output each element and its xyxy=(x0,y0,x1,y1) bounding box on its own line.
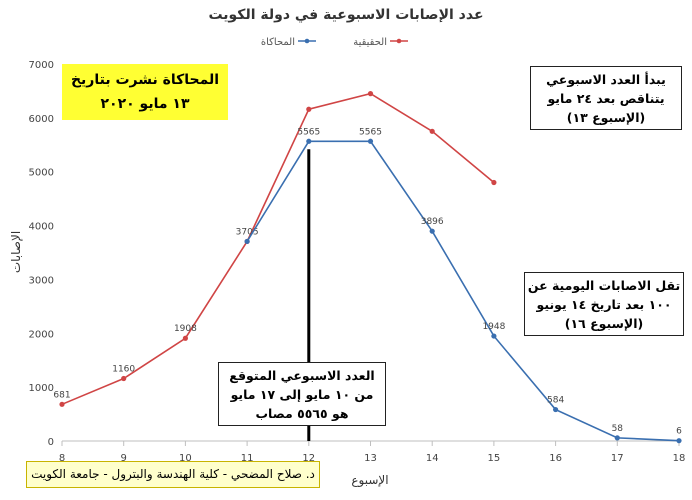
note-daily-line-3: (الإسبوع ١٦) xyxy=(564,316,644,331)
legend-label: الحقيقية xyxy=(353,37,387,48)
note-expected-line-3: هو ٥٥٦٥ مصاب xyxy=(255,406,349,421)
data-point xyxy=(182,335,188,341)
note-daily-line-2: ١٠٠ بعد تاريخ ١٤ يونيو xyxy=(536,297,672,312)
x-tick-label: 11 xyxy=(241,453,254,464)
x-tick-label: 10 xyxy=(179,453,192,464)
note-decline-line-3: (الإسبوع ١٣) xyxy=(566,110,646,125)
data-label: 3896 xyxy=(421,217,444,227)
data-label: 3705 xyxy=(236,227,259,237)
chart-title: عدد الإصابات الاسبوعية في دولة الكويت xyxy=(208,7,483,23)
series-actual: 681 1160 1908 3705 xyxy=(53,91,497,407)
note-published-date: المحاكاة نشرت بتاريخ ١٣ مايو ٢٠٢٠ xyxy=(62,64,228,120)
data-point xyxy=(367,138,374,144)
axes: 8 9 10 11 12 13 14 15 16 17 18 0 1000 2000 3000 4000 500… xyxy=(29,60,686,464)
data-point xyxy=(429,228,435,234)
data-label: 1160 xyxy=(112,365,135,375)
note-decline-line-2: يتناقص بعد ٢٤ مايو xyxy=(547,91,665,106)
legend-marker xyxy=(396,38,402,44)
x-tick-label: 14 xyxy=(426,453,439,464)
data-point xyxy=(491,179,497,186)
data-label: 58 xyxy=(612,424,624,434)
data-point xyxy=(614,435,620,441)
y-tick-label: 0 xyxy=(48,437,54,448)
y-tick-label: 7000 xyxy=(29,60,54,71)
x-tick-label: 12 xyxy=(302,453,315,464)
data-point xyxy=(429,128,435,134)
data-label: 5565 xyxy=(359,127,382,137)
note-expected-weekly: العدد الاسبوعي المتوقع من ١٠ مايو إلى ١٧… xyxy=(218,362,386,426)
legend-label: المحاكاة xyxy=(261,37,295,48)
legend: الحقيقية المحاكاة xyxy=(261,37,408,48)
data-point xyxy=(367,91,374,97)
note-expected-line-1: العدد الاسبوعي المتوقع xyxy=(229,368,375,383)
x-tick-label: 18 xyxy=(673,453,686,464)
data-point xyxy=(121,375,127,382)
x-tick-label: 9 xyxy=(121,453,127,464)
y-axis-label: الإصابات xyxy=(9,231,23,273)
data-point xyxy=(553,406,559,413)
legend-marker xyxy=(304,38,310,44)
data-point xyxy=(59,401,65,407)
data-label: 584 xyxy=(547,396,564,406)
x-tick-label: 16 xyxy=(549,453,562,464)
data-label: 5565 xyxy=(297,127,320,137)
data-point xyxy=(491,333,497,339)
y-tick-label: 5000 xyxy=(29,168,54,179)
note-expected-line-2: من ١٠ مايو إلى ١٧ مايو xyxy=(230,387,374,402)
data-point xyxy=(676,438,682,444)
note-daily-cases: تقل الاصابات اليومية عن ١٠٠ بعد تاريخ ١٤… xyxy=(524,272,684,336)
footer-credit: د. صلاح المضحي - كلية الهندسة والبترول -… xyxy=(26,461,320,488)
x-tick-label: 13 xyxy=(364,453,377,464)
y-tick-label: 2000 xyxy=(29,329,54,340)
note-decline-line-1: يبدأ العدد الاسبوعي xyxy=(546,72,666,87)
data-label: 681 xyxy=(53,390,70,400)
data-label: 1908 xyxy=(174,324,197,334)
data-label: 6 xyxy=(676,427,682,437)
data-point xyxy=(244,238,250,245)
y-tick-label: 6000 xyxy=(29,114,54,125)
y-tick-label: 1000 xyxy=(29,383,54,394)
y-tick-label: 4000 xyxy=(29,222,54,233)
data-label: 1948 xyxy=(482,322,505,332)
note-daily-line-1: تقل الاصابات اليومية عن xyxy=(527,278,681,293)
note-published-line-2: ١٣ مايو ٢٠٢٠ xyxy=(100,96,190,112)
series-line xyxy=(61,92,495,406)
x-tick-label: 17 xyxy=(611,453,624,464)
x-tick-label: 8 xyxy=(59,453,65,464)
data-point xyxy=(306,106,312,112)
note-weekly-decline: يبدأ العدد الاسبوعي يتناقص بعد ٢٤ مايو (… xyxy=(530,66,682,130)
x-tick-label: 15 xyxy=(488,453,501,464)
series-simulation: 5565 5565 3896 1948 584 58 6 xyxy=(244,127,682,444)
series-line xyxy=(246,140,680,442)
y-tick-label: 3000 xyxy=(29,275,54,286)
data-point xyxy=(306,138,312,144)
series-layer: 681 1160 1908 3705 5565 5565 3896 1948 584 58 6 xyxy=(53,91,682,444)
x-axis-label: الإسبوع xyxy=(351,473,388,488)
note-published-line-1: المحاكاة نشرت بتاريخ xyxy=(70,72,220,88)
